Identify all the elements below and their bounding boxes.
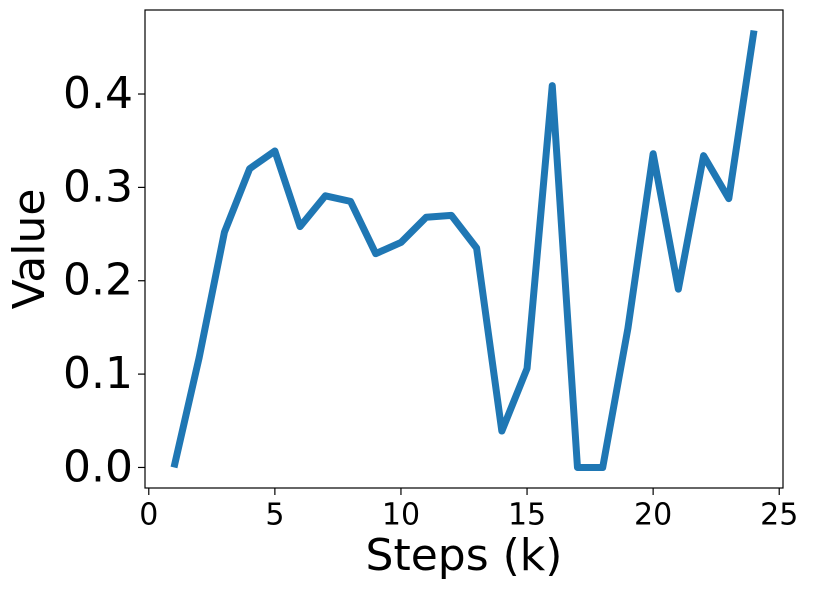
data-line <box>170 30 758 471</box>
x-tick-label: 25 <box>760 498 798 533</box>
y-tick-label: 0.4 <box>63 68 133 119</box>
x-tick-label: 10 <box>382 498 420 533</box>
y-tick-label: 0.2 <box>63 255 133 306</box>
x-tick-label: 5 <box>265 498 284 533</box>
y-tick-label: 0.0 <box>63 441 133 492</box>
x-axis-label: Steps (k) <box>366 530 563 581</box>
y-axis-label: Value <box>4 189 55 310</box>
plot-frame <box>144 9 784 489</box>
x-tick-label: 0 <box>139 498 158 533</box>
y-tick-label: 0.3 <box>63 161 133 212</box>
y-tick-label: 0.1 <box>63 348 133 399</box>
x-tick-label: 20 <box>634 498 672 533</box>
x-tick-label: 15 <box>508 498 546 533</box>
